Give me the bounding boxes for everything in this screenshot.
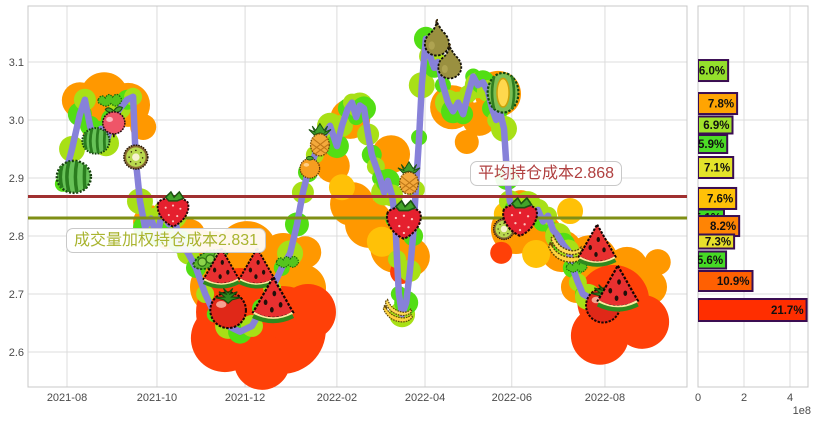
pear-icon (423, 18, 450, 57)
volume-cloud (366, 226, 397, 257)
y-axis-tick: 2.6 (9, 347, 24, 359)
volume-cloud (454, 130, 479, 155)
axis-ticks: 2.6 2.7 2.8 2.9 3.0 3.1 2021-08 2021-10 2021-12 2… (9, 57, 811, 417)
x-axis-tick: 2022-02 (317, 392, 357, 404)
volume-cloud (328, 174, 355, 201)
volume-axis-tick: 0 (695, 392, 701, 404)
volume-bar (698, 134, 729, 155)
kiwi-icon (123, 144, 149, 170)
volume-bar-label: 7.8% (708, 99, 734, 111)
volume-bar (698, 298, 808, 323)
volume-bar-label: 7.6% (707, 194, 733, 206)
vwap-cost-label: 成交量加权持仓成本2.831 (74, 232, 259, 249)
volume-bar (698, 115, 734, 135)
x-axis-tick: 2022-08 (585, 392, 625, 404)
volume-axis-tick: 4 (787, 392, 793, 404)
average-cost-callout: 平均持仓成本2.868 (470, 161, 623, 186)
volume-bar-label: 7.3% (705, 237, 731, 249)
volume-cloud (522, 239, 551, 268)
x-axis-tick: 2021-08 (47, 392, 87, 404)
volume-bar-label: 21.7% (771, 305, 804, 317)
volume-bar-label: 7.1% (704, 163, 730, 175)
melon-icon (486, 71, 520, 114)
cost-lines (28, 195, 687, 220)
volume-cloud (570, 306, 629, 365)
x-axis-tick: 2021-12 (225, 392, 265, 404)
y-axis-tick: 2.9 (9, 173, 24, 185)
volume-bar (698, 233, 736, 250)
vwap-cost-callout: 成交量加权持仓成本2.831 (66, 228, 267, 253)
volume-cloud (279, 283, 336, 340)
volume-axis-unit: 1e8 (793, 405, 811, 417)
volume-bar (698, 270, 754, 293)
volume-cloud (557, 198, 584, 225)
volume-bar-label: 6.9% (703, 120, 729, 132)
volume-bar (698, 250, 728, 270)
volume-bar (698, 156, 735, 180)
greens-icon (97, 93, 123, 107)
volume-cloud (490, 241, 513, 264)
y-axis-tick: 3.0 (9, 115, 24, 127)
y-axis-tick: 2.8 (9, 231, 24, 243)
x-axis-tick: 2022-06 (492, 392, 532, 404)
volume-distribution-bars: 6.0%7.8%6.9%5.9%7.1%7.6%5.1%8.2%7.3%5.6%… (697, 59, 808, 323)
volume-axis-tick: 2 (741, 392, 747, 404)
volume-cloud (234, 333, 291, 390)
greens-icon (275, 255, 300, 269)
volume-cloud (644, 249, 671, 276)
volume-bar-label: 8.2% (710, 221, 736, 233)
y-axis-tick: 3.1 (9, 57, 24, 69)
volume-bar-label: 5.6% (697, 255, 723, 267)
x-axis-tick: 2021-10 (137, 392, 177, 404)
volume-bar (698, 59, 730, 83)
volume-bar (698, 92, 739, 116)
watermelon-icon (55, 159, 93, 195)
y-axis-tick: 2.7 (9, 289, 24, 301)
volume-bar-label: 5.9% (698, 139, 724, 151)
volume-bar-label: 6.0% (699, 66, 725, 78)
volume-bar-label: 10.9% (717, 276, 750, 288)
x-axis-tick: 2022-04 (405, 392, 445, 404)
watermelon-icon (80, 126, 111, 156)
average-cost-label: 平均持仓成本2.868 (478, 165, 615, 182)
